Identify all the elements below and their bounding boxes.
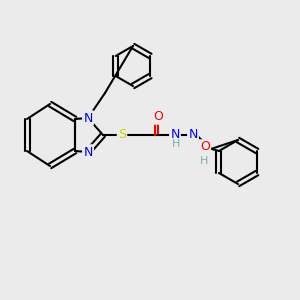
Text: O: O [153,110,163,124]
Text: H: H [200,156,208,166]
Text: N: N [188,128,198,142]
Text: N: N [83,146,93,158]
Text: N: N [83,112,93,124]
Text: H: H [172,139,180,149]
Text: N: N [170,128,180,142]
Text: O: O [200,140,210,154]
Text: S: S [118,128,126,142]
